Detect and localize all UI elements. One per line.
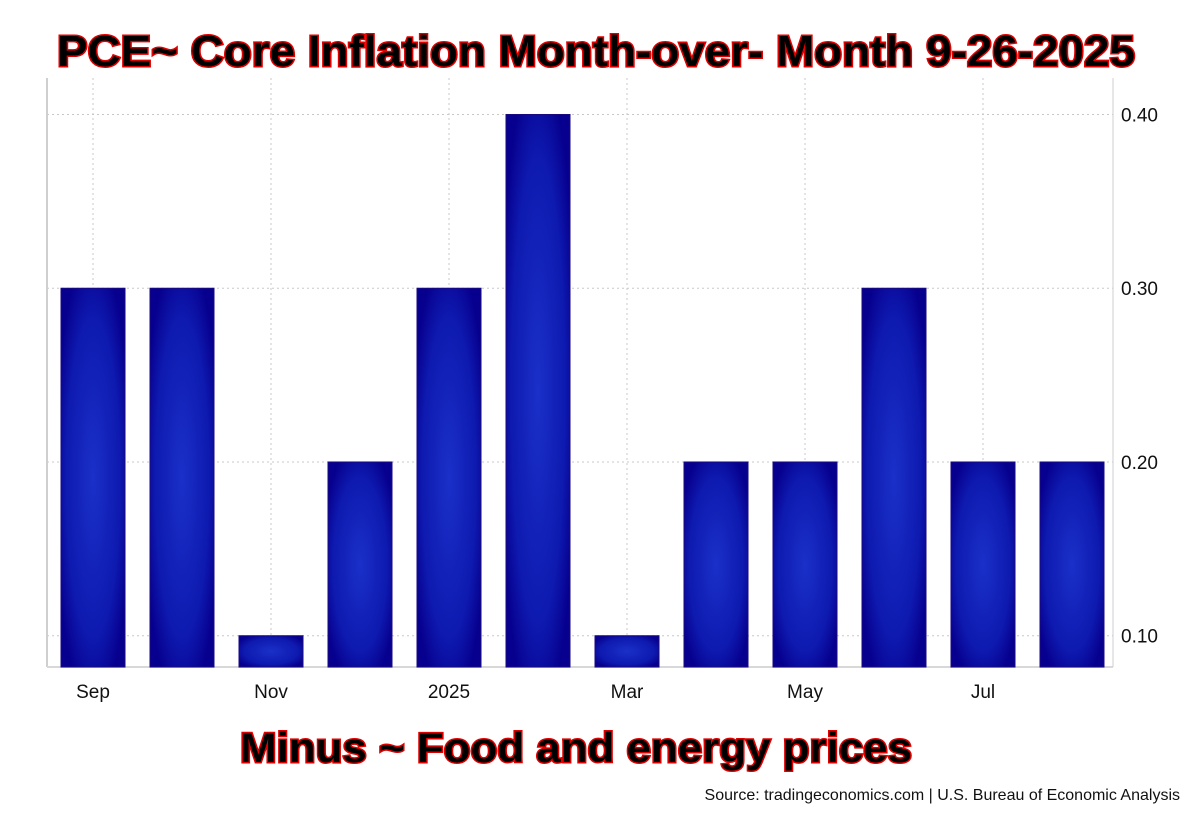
y-tick-label: 0.30 [1121, 279, 1158, 300]
x-tick-label: Mar [611, 682, 644, 703]
bar-feb-2025: Feb 2025: 0.4 [505, 113, 571, 668]
y-axis-ticks: 0.10 0.20 0.30 0.40 [1121, 105, 1158, 647]
bar-jan-2025: Jan 2025: 0.3 [416, 287, 482, 668]
x-tick-label: Sep [76, 682, 110, 703]
chart-title: PCE~ Core Inflation Month-over- Month 9-… [57, 27, 1135, 76]
bar-jul-2025: Jul 2025: 0.2 [950, 461, 1016, 668]
bar-jun-2025: Jun 2025: 0.3 [861, 287, 927, 668]
y-tick-label: 0.40 [1121, 105, 1158, 126]
bar-dec-2024: Dec 2024: 0.2 [327, 461, 393, 668]
y-tick-label: 0.10 [1121, 627, 1158, 648]
x-tick-label: Nov [254, 682, 288, 703]
x-tick-label: Jul [971, 682, 995, 703]
bar-oct-2024: Oct 2024: 0.3 [149, 287, 215, 668]
x-axis-ticks: Sep Nov 2025 Mar May Jul [76, 682, 995, 703]
bar-mar-2025: Mar 2025: 0.1 [594, 635, 660, 668]
x-tick-label: May [787, 682, 823, 703]
bars: Sep 2024: 0.3 Oct 2024: 0.3 Nov 2024: 0.1 D… [60, 113, 1105, 668]
x-tick-label: 2025 [428, 682, 470, 703]
y-tick-label: 0.20 [1121, 453, 1158, 474]
chart-subtitle: Minus ~ Food and energy prices [240, 724, 912, 771]
bar-nov-2024: Nov 2024: 0.1 [238, 635, 304, 668]
bar-may-2025: May 2025: 0.2 [772, 461, 838, 668]
bar-aug-2025: Aug 2025: 0.2 [1039, 461, 1105, 668]
source-note: Source: tradingeconomics.com | U.S. Bure… [705, 787, 1180, 804]
bar-apr-2025: Apr 2025: 0.2 [683, 461, 749, 668]
bar-sep-2024: Sep 2024: 0.3 [60, 287, 126, 668]
